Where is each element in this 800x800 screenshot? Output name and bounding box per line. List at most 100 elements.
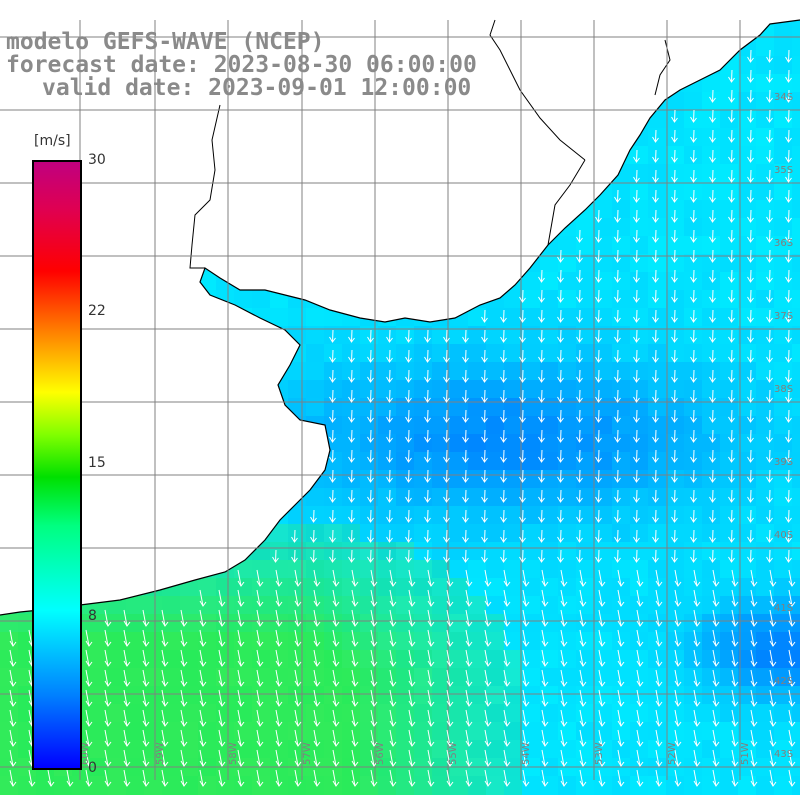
wind-arrow-head bbox=[652, 356, 659, 363]
wind-arrow bbox=[446, 389, 448, 403]
wind-arrow-head bbox=[769, 760, 777, 767]
wind-arrow-head bbox=[617, 660, 625, 667]
wind-arrow-head bbox=[484, 740, 492, 747]
wind-arrow-head bbox=[481, 516, 488, 523]
wind-arrow-head bbox=[370, 640, 378, 647]
wind-arrow bbox=[541, 489, 543, 503]
wind-arrow-head bbox=[332, 640, 340, 647]
wind-arrow-head bbox=[408, 740, 416, 747]
wind-arrow-head bbox=[348, 376, 355, 383]
wind-arrow bbox=[655, 509, 657, 523]
wind-arrow bbox=[465, 709, 470, 727]
wind-arrow-head bbox=[576, 476, 583, 483]
wind-arrow-head bbox=[367, 396, 374, 403]
wind-arrow-head bbox=[598, 780, 606, 787]
wind-arrow-head bbox=[180, 620, 188, 627]
wind-arrow bbox=[712, 629, 717, 647]
wind-arrow-head bbox=[731, 740, 739, 747]
wind-arrow-head bbox=[579, 620, 587, 627]
wind-arrow-head bbox=[481, 556, 488, 563]
wind-arrow bbox=[655, 229, 657, 243]
wind-arrow-head bbox=[614, 236, 621, 243]
wind-arrow bbox=[674, 669, 679, 687]
wind-arrow-head bbox=[522, 620, 530, 627]
wind-arrow bbox=[332, 549, 334, 563]
wind-arrow-head bbox=[237, 660, 245, 667]
wind-arrow-head bbox=[766, 96, 773, 103]
wind-arrow bbox=[788, 249, 790, 263]
wind-arrow-head bbox=[538, 276, 545, 283]
wind-arrow bbox=[199, 769, 204, 787]
wind-arrow-head bbox=[598, 720, 606, 727]
wind-arrow bbox=[731, 329, 733, 343]
wind-arrow bbox=[769, 589, 774, 607]
wind-arrow bbox=[655, 409, 657, 423]
wind-arrow bbox=[446, 349, 448, 363]
wind-arrow bbox=[465, 689, 470, 707]
wind-arrow-head bbox=[332, 660, 340, 667]
wind-arrow-head bbox=[731, 720, 739, 727]
wind-arrow-head bbox=[348, 436, 355, 443]
wind-arrow-head bbox=[462, 396, 469, 403]
wind-arrow-head bbox=[614, 296, 621, 303]
wind-arrow-head bbox=[652, 136, 659, 143]
wind-arrow-head bbox=[636, 620, 644, 627]
wind-arrow bbox=[294, 589, 299, 607]
wind-arrow bbox=[712, 229, 714, 243]
wind-arrow-head bbox=[386, 356, 393, 363]
wind-arrow bbox=[617, 609, 622, 627]
wind-arrow-head bbox=[538, 476, 545, 483]
wind-arrow bbox=[617, 469, 619, 483]
wind-arrow-head bbox=[671, 516, 678, 523]
wind-arrow-head bbox=[785, 256, 792, 263]
wind-arrow-head bbox=[671, 496, 678, 503]
wind-arrow bbox=[579, 509, 581, 523]
wind-arrow bbox=[674, 589, 679, 607]
wind-arrow bbox=[731, 409, 733, 423]
wind-arrow bbox=[731, 189, 733, 203]
wind-arrow bbox=[275, 609, 280, 627]
wind-arrow bbox=[655, 489, 657, 503]
wind-arrow bbox=[389, 589, 394, 607]
wind-arrow bbox=[788, 289, 790, 303]
wind-arrow bbox=[636, 709, 641, 727]
wind-arrow-head bbox=[275, 680, 283, 687]
wind-arrow bbox=[750, 429, 752, 443]
wind-arrow bbox=[712, 89, 714, 103]
wind-arrow-head bbox=[332, 740, 340, 747]
wind-arrow-head bbox=[484, 640, 492, 647]
wind-arrow bbox=[731, 229, 733, 243]
wind-arrow-head bbox=[728, 556, 735, 563]
wind-arrow bbox=[731, 249, 733, 263]
wind-arrow bbox=[541, 669, 546, 687]
wind-arrow-head bbox=[674, 620, 682, 627]
wind-arrow bbox=[636, 309, 638, 323]
wind-arrow bbox=[693, 689, 698, 707]
wind-arrow-head bbox=[728, 456, 735, 463]
wind-arrow bbox=[541, 749, 546, 767]
wind-arrow-head bbox=[484, 580, 492, 587]
wind-arrow-head bbox=[671, 376, 678, 383]
wind-arrow-head bbox=[370, 760, 378, 767]
wind-arrow-head bbox=[785, 356, 792, 363]
wind-arrow bbox=[579, 709, 584, 727]
wind-arrow bbox=[446, 669, 451, 687]
wind-arrow bbox=[408, 409, 410, 423]
wind-arrow-head bbox=[329, 436, 336, 443]
wind-arrow bbox=[712, 749, 717, 767]
wind-arrow-head bbox=[747, 216, 754, 223]
wind-arrow-head bbox=[370, 740, 378, 747]
wind-arrow bbox=[788, 169, 790, 183]
wind-arrow-head bbox=[614, 536, 621, 543]
wind-arrow bbox=[693, 509, 695, 523]
wind-arrow bbox=[598, 649, 603, 667]
wind-arrow-head bbox=[633, 496, 640, 503]
wind-arrow bbox=[674, 229, 676, 243]
wind-arrow bbox=[351, 429, 353, 443]
wind-arrow bbox=[370, 629, 375, 647]
wind-arrow-head bbox=[747, 336, 754, 343]
wind-arrow bbox=[465, 549, 467, 563]
wind-arrow-head bbox=[424, 356, 431, 363]
wind-arrow bbox=[769, 69, 771, 83]
wind-arrow bbox=[655, 689, 660, 707]
